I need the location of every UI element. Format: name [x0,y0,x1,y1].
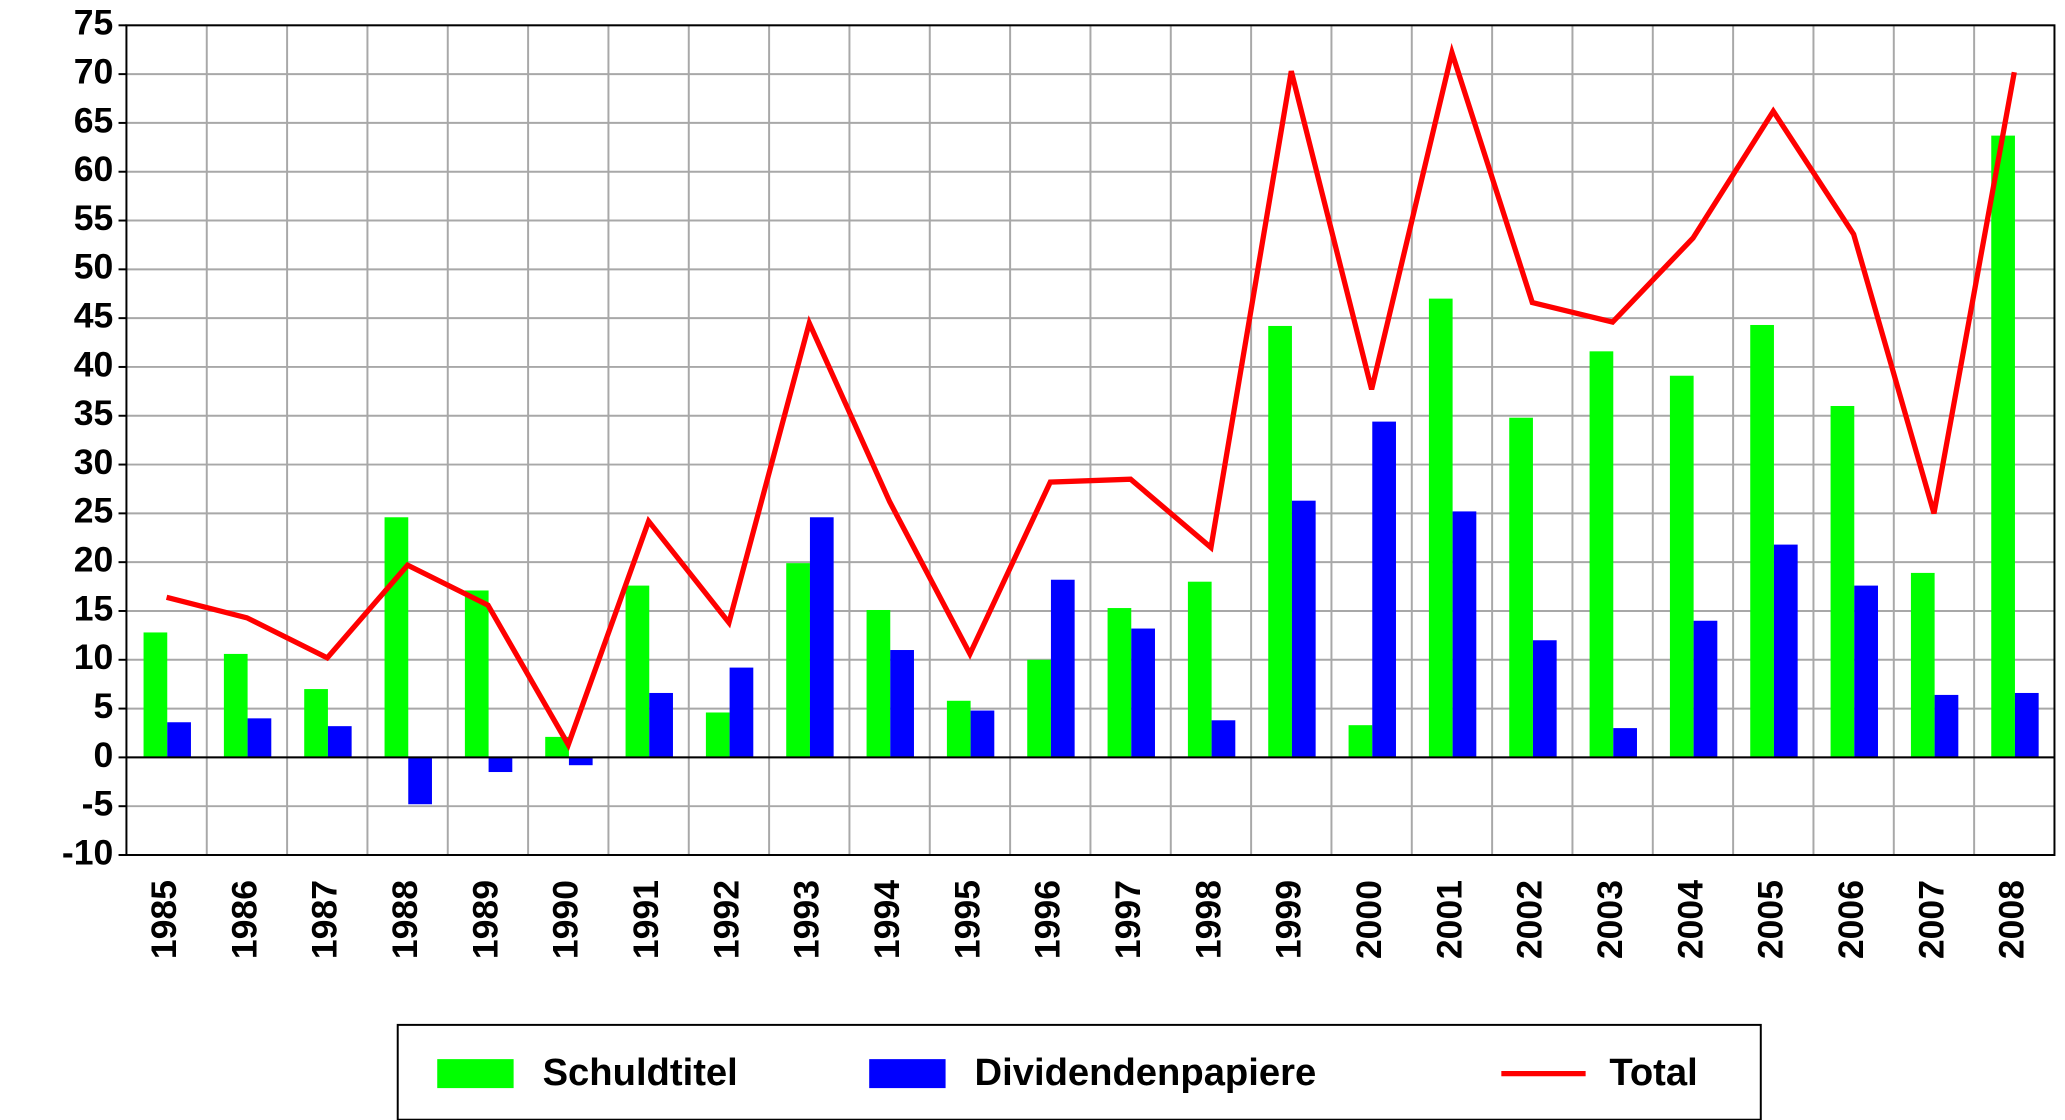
bar [1589,351,1614,758]
y-tick-label: 5 [93,686,113,726]
y-tick-label: 20 [74,540,114,580]
x-tick-label: 2002 [1510,880,1550,959]
bar [384,517,409,758]
bar [970,710,995,758]
x-tick-label: 1995 [947,880,987,959]
x-tick-label: 2000 [1349,880,1389,959]
bar [1131,628,1155,758]
y-tick-label: 15 [74,588,114,628]
bar [167,722,191,758]
y-tick-label: 40 [74,344,114,384]
bar [1934,694,1959,758]
bar [890,650,914,758]
x-tick-label: 1987 [305,880,345,959]
bar [1107,608,1132,758]
y-tick-label: 0 [93,735,113,775]
x-tick-label: 1997 [1108,880,1148,959]
bar [464,590,489,758]
bar [1348,725,1373,758]
line [165,42,2017,751]
bar [1830,405,1855,758]
x-tick-label: 1986 [224,880,264,959]
bar [223,653,248,758]
bar [1452,511,1477,758]
y-tick-label: 70 [74,52,114,92]
bar [545,736,569,758]
x-tick-label: 1998 [1188,880,1228,959]
x-tick-label: 1988 [385,880,425,959]
x-tick-label: 1985 [144,880,184,959]
bar [1291,500,1316,758]
bar [866,609,891,758]
legend-label: Schuldtitel [543,1051,738,1094]
y-tick-label: 10 [74,637,114,677]
y-tick-label: 30 [74,442,114,482]
x-tick-label: 1989 [465,880,505,959]
bar [408,757,432,805]
bar [143,632,168,758]
y-tick-label: 50 [74,247,114,287]
x-tick-label: 1999 [1269,880,1309,959]
bar [1211,720,1236,758]
bar [2014,692,2039,758]
bar [1268,325,1292,758]
legend-label: Dividendenpapiere [975,1051,1317,1094]
bar [649,692,673,758]
bar [1693,620,1718,758]
x-tick-label: 2005 [1751,880,1791,959]
bar [1428,298,1453,758]
legend-swatch [437,1059,514,1089]
bar [809,517,834,758]
bar [1750,324,1774,758]
bar [729,667,754,758]
x-tick-label: 1993 [787,880,827,959]
bar [1027,659,1051,758]
bar [1050,579,1075,758]
bar [705,712,730,758]
y-tick-label: -5 [82,784,114,824]
y-tick-label: 35 [74,393,114,433]
x-tick-label: 2006 [1831,880,1871,959]
bar [1991,135,2015,758]
x-tick-label: 1994 [867,880,907,959]
bar [1773,544,1798,758]
x-tick-label: 1992 [706,880,746,959]
x-tick-label: 1990 [546,880,586,959]
y-tick-label: 55 [74,198,114,238]
bar [1372,421,1396,758]
x-tick-label: 2001 [1429,880,1469,959]
bar [304,689,328,758]
bar [625,585,650,758]
y-tick-label: 75 [74,3,114,43]
bar [946,700,971,758]
bar [1669,375,1694,758]
legend-swatch [869,1059,946,1089]
x-tick-label: 2003 [1590,880,1630,959]
bar [1187,581,1212,758]
x-tick-label: 2008 [1992,880,2032,959]
legend-label: Total [1609,1051,1697,1094]
y-tick-label: 25 [74,491,114,531]
y-tick-label: 45 [74,296,114,336]
x-tick-label: 2004 [1670,880,1710,959]
bar [247,718,272,758]
bar [327,726,352,758]
bar [1613,728,1637,758]
y-tick-label: -10 [62,832,113,872]
bar [1532,640,1557,758]
bar [1910,572,1935,758]
x-tick-label: 2007 [1911,880,1951,959]
bar [568,757,593,766]
bar [786,563,810,758]
bar [488,757,513,773]
x-tick-label: 1991 [626,880,666,959]
plot-border [125,24,2056,856]
y-tick-label: 65 [74,100,114,140]
bar [1854,585,1878,758]
y-tick-label: 60 [74,149,114,189]
x-tick-label: 1996 [1028,880,1068,959]
bar [1509,417,1533,758]
